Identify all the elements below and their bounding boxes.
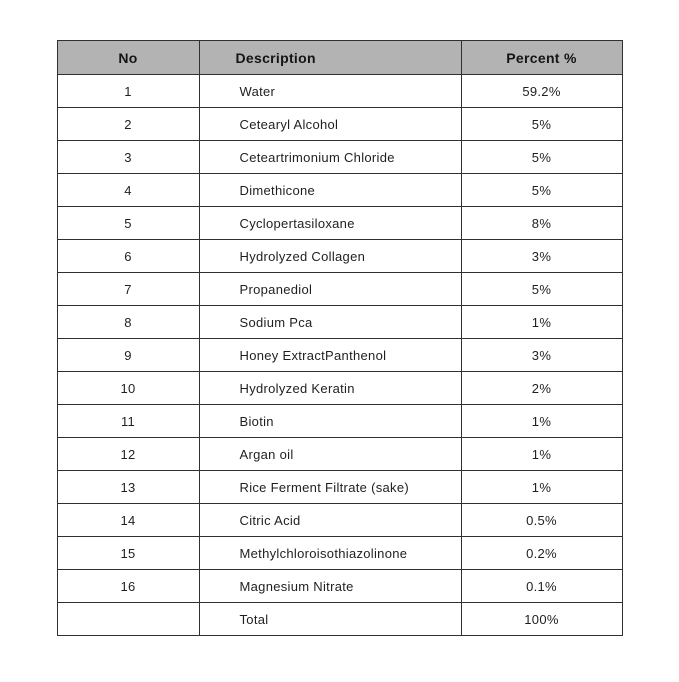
cell-no: 4 [56, 173, 200, 207]
cell-description: Argan oil [198, 437, 462, 471]
table-row: 14 Citric Acid 0.5% [56, 503, 623, 537]
cell-percent: 1% [460, 470, 623, 504]
cell-percent: 0.5% [460, 503, 623, 537]
column-header-percent: Percent % [460, 40, 623, 75]
cell-percent: 2% [460, 371, 623, 405]
table-row: 16 Magnesium Nitrate 0.1% [56, 569, 623, 603]
cell-percent: 0.1% [460, 569, 623, 603]
cell-percent: 5% [460, 272, 623, 306]
table-row: 8 Sodium Pca 1% [56, 305, 623, 339]
cell-no: 9 [56, 338, 200, 372]
cell-percent: 0.2% [460, 536, 623, 570]
cell-no [56, 602, 200, 636]
cell-percent: 100% [460, 602, 623, 636]
table-row: 5 Cyclopertasiloxane 8% [56, 206, 623, 240]
table-row: 12 Argan oil 1% [56, 437, 623, 471]
cell-description: Dimethicone [198, 173, 462, 207]
cell-description: Cetearyl Alcohol [198, 107, 462, 141]
cell-no: 14 [56, 503, 200, 537]
ingredients-table: No Description Percent % 1 Water 59.2% 2… [56, 40, 623, 636]
cell-no: 15 [56, 536, 200, 570]
cell-description: Water [198, 74, 462, 108]
column-header-no: No [56, 40, 200, 75]
cell-description: Ceteartrimonium Chloride [198, 140, 462, 174]
cell-percent: 59.2% [460, 74, 623, 108]
cell-description: Total [198, 602, 462, 636]
cell-no: 1 [56, 74, 200, 108]
cell-no: 11 [56, 404, 200, 438]
cell-percent: 1% [460, 305, 623, 339]
table-row: 3 Ceteartrimonium Chloride 5% [56, 140, 623, 174]
cell-no: 5 [56, 206, 200, 240]
cell-no: 8 [56, 305, 200, 339]
cell-percent: 5% [460, 173, 623, 207]
cell-description: Hydrolyzed Collagen [198, 239, 462, 273]
table-row: 1 Water 59.2% [56, 74, 623, 108]
cell-no: 12 [56, 437, 200, 471]
cell-description: Honey ExtractPanthenol [198, 338, 462, 372]
table-row: 4 Dimethicone 5% [56, 173, 623, 207]
cell-description: Rice Ferment Filtrate (sake) [198, 470, 462, 504]
table-row: 13 Rice Ferment Filtrate (sake) 1% [56, 470, 623, 504]
cell-description: Magnesium Nitrate [198, 569, 462, 603]
cell-description: Hydrolyzed Keratin [198, 371, 462, 405]
cell-no: 16 [56, 569, 200, 603]
cell-percent: 1% [460, 437, 623, 471]
cell-no: 6 [56, 239, 200, 273]
header-row: No Description Percent % [56, 40, 623, 75]
table-row: 6 Hydrolyzed Collagen 3% [56, 239, 623, 273]
cell-percent: 3% [460, 239, 623, 273]
table-row: 2 Cetearyl Alcohol 5% [56, 107, 623, 141]
cell-no: 10 [56, 371, 200, 405]
cell-no: 3 [56, 140, 200, 174]
cell-description: Methylchloroisothiazolinone [198, 536, 462, 570]
table-row: 10 Hydrolyzed Keratin 2% [56, 371, 623, 405]
table-row: 15 Methylchloroisothiazolinone 0.2% [56, 536, 623, 570]
cell-no: 13 [56, 470, 200, 504]
cell-description: Sodium Pca [198, 305, 462, 339]
table-row total-row: Total 100% [56, 602, 623, 636]
table-row: 7 Propanediol 5% [56, 272, 623, 306]
cell-percent: 5% [460, 140, 623, 174]
cell-description: Biotin [198, 404, 462, 438]
cell-no: 2 [56, 107, 200, 141]
cell-percent: 3% [460, 338, 623, 372]
cell-description: Propanediol [198, 272, 462, 306]
cell-description: Citric Acid [198, 503, 462, 537]
cell-percent: 1% [460, 404, 623, 438]
cell-description: Cyclopertasiloxane [198, 206, 462, 240]
table-row: 11 Biotin 1% [56, 404, 623, 438]
cell-percent: 8% [460, 206, 623, 240]
table-row: 9 Honey ExtractPanthenol 3% [56, 338, 623, 372]
cell-percent: 5% [460, 107, 623, 141]
cell-no: 7 [56, 272, 200, 306]
column-header-description: Description [198, 40, 462, 75]
